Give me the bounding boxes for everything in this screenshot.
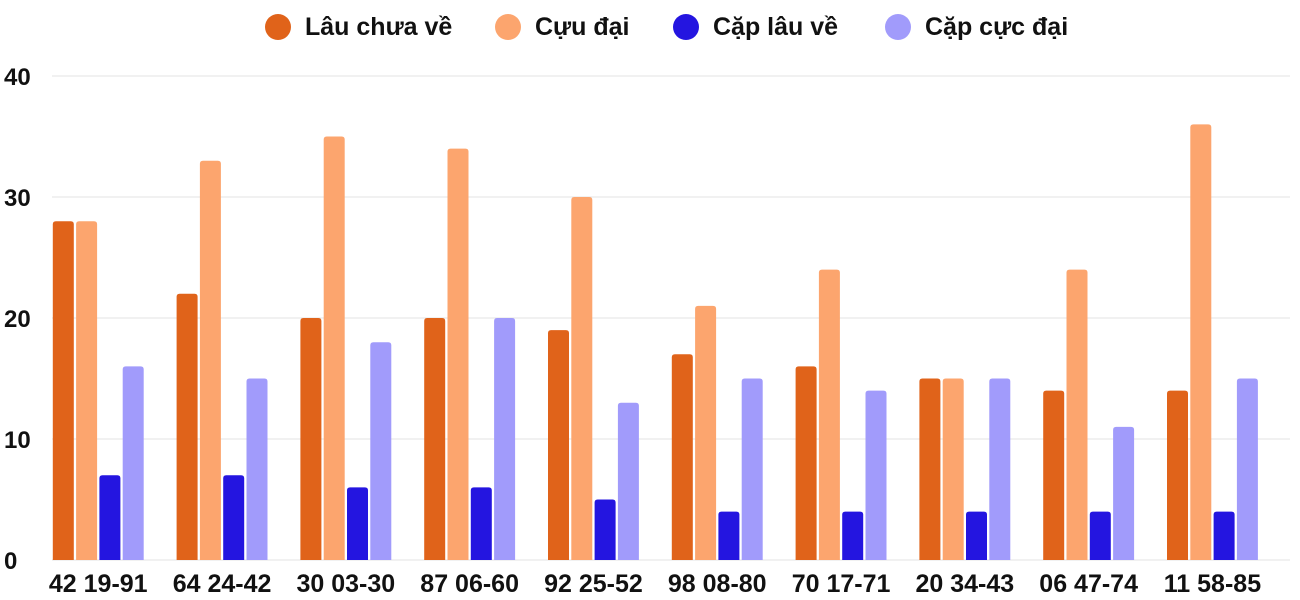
legend-item-lau-chua-ve[interactable]: Lâu chưa về — [265, 8, 452, 46]
bar-1-1 — [52, 221, 74, 560]
x-axis-ticks: 42 19-91 64 24-42 30 03-30 87 06-60 92 25-52… — [49, 570, 1261, 598]
bar-2-9 — [1066, 269, 1088, 560]
bar-2-6 — [695, 305, 717, 560]
bar-1-8 — [919, 378, 941, 560]
y-tick-label-0: 0 — [4, 548, 17, 575]
bar-1-10 — [1167, 390, 1188, 560]
bar-3-1 — [99, 475, 121, 560]
x-tick-label: 87 06-60 — [420, 570, 519, 598]
bar-4-10 — [1236, 378, 1258, 560]
bar-2-10 — [1190, 124, 1212, 561]
legend-item-cap-lau-ve[interactable]: Cặp lâu về — [673, 8, 838, 46]
legend-label: Cặp lâu về — [713, 12, 839, 41]
legend-label: Lâu chưa về — [305, 12, 453, 41]
legend-swatch — [673, 14, 699, 40]
x-tick-label: 06 47-74 — [1039, 570, 1138, 598]
bar-3-8 — [966, 511, 987, 560]
y-tick-label-30: 30 — [4, 185, 31, 212]
y-tick-label-10: 10 — [4, 427, 31, 454]
y-axis-ticks: 0 10 20 30 40 — [4, 64, 31, 575]
bar-4-8 — [989, 378, 1011, 560]
x-tick-label: 42 19-91 — [49, 570, 148, 598]
bar-3-4 — [470, 487, 492, 560]
bar-1-9 — [1043, 390, 1065, 560]
bar-1-5 — [548, 330, 569, 560]
bar-4-1 — [122, 366, 144, 560]
bar-2-3 — [323, 136, 345, 560]
bar-4-3 — [370, 342, 392, 560]
bar-1-2 — [176, 293, 198, 560]
bar-2-7 — [818, 269, 840, 560]
bar-2-8 — [942, 378, 964, 560]
bar-4-6 — [741, 378, 763, 560]
x-tick-label: 64 24-42 — [173, 570, 272, 598]
bar-3-9 — [1089, 511, 1111, 560]
bars — [52, 124, 1258, 561]
y-tick-label-40: 40 — [4, 64, 31, 91]
legend-item-cuu-dai[interactable]: Cựu đại — [495, 8, 630, 46]
bar-4-2 — [246, 378, 268, 560]
bar-4-4 — [494, 318, 516, 560]
y-tick-label-20: 20 — [4, 306, 31, 333]
x-tick-label: 30 03-30 — [296, 570, 395, 598]
chart-legend: Lâu chưa về Cựu đại Cặp lâu về Cặp cực đ… — [0, 8, 1300, 46]
bar-4-7 — [865, 390, 887, 560]
legend-item-cap-cuc-dai[interactable]: Cặp cực đại — [885, 8, 1068, 46]
x-tick-label: 98 08-80 — [668, 570, 767, 598]
bar-3-5 — [594, 499, 616, 560]
x-tick-label: 92 25-52 — [544, 570, 643, 598]
bar-3-2 — [223, 475, 245, 560]
bar-3-6 — [718, 511, 740, 560]
bar-3-10 — [1213, 511, 1235, 560]
legend-label: Cặp cực đại — [925, 12, 1069, 41]
bar-2-5 — [571, 197, 593, 560]
bar-4-9 — [1113, 426, 1135, 560]
x-tick-label: 11 58-85 — [1164, 570, 1261, 598]
legend-label: Cựu đại — [535, 12, 630, 41]
legend-swatch — [495, 14, 521, 40]
legend-swatch — [885, 14, 911, 40]
bar-2-2 — [199, 160, 221, 560]
bar-1-6 — [671, 354, 693, 560]
bar-3-3 — [347, 487, 368, 560]
bar-4-5 — [617, 402, 639, 560]
bar-1-7 — [795, 366, 817, 560]
x-tick-label: 70 17-71 — [792, 570, 891, 598]
bar-2-1 — [76, 221, 98, 560]
bar-1-3 — [300, 318, 322, 560]
x-tick-label: 20 34-43 — [915, 570, 1014, 598]
bar-3-7 — [842, 511, 864, 560]
legend-swatch — [265, 14, 291, 40]
bar-2-4 — [447, 148, 469, 560]
bar-1-4 — [424, 318, 446, 560]
